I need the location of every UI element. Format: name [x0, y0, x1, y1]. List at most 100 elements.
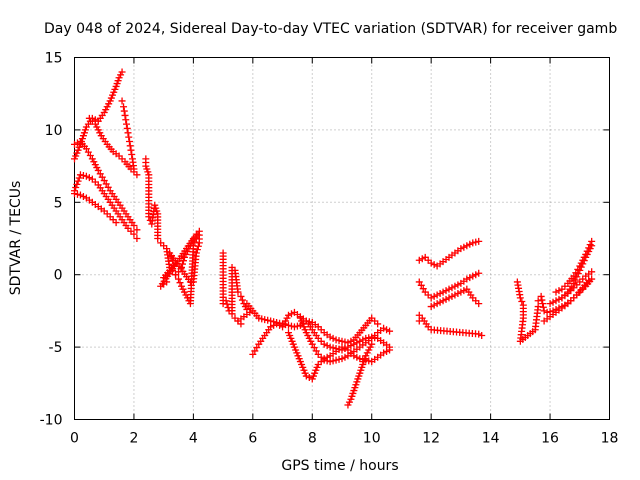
y-tick-labels: -10 -5 0 5 10 15: [40, 51, 63, 429]
series-track-18: [558, 242, 596, 302]
data-point: [178, 263, 185, 271]
chart-title: Day 048 of 2024, Sidereal Day-to-day VTE…: [44, 21, 617, 37]
data-point: [166, 249, 174, 257]
series-track-6: [118, 97, 138, 173]
y-tick-label: 15: [45, 51, 63, 67]
data-point: [222, 297, 230, 305]
data-point: [126, 142, 134, 150]
data-point: [386, 327, 394, 335]
data-point: [175, 275, 183, 283]
data-point: [374, 320, 382, 328]
series-track-3: [85, 114, 141, 179]
y-tick-label: 10: [45, 123, 63, 139]
data-point: [576, 266, 584, 274]
series-track-9: [285, 329, 394, 383]
data-point: [238, 296, 246, 304]
data-point: [120, 103, 128, 111]
series-track-12: [415, 237, 483, 270]
data-point: [579, 260, 587, 268]
data-point: [74, 177, 82, 185]
series-track-1: [71, 137, 141, 234]
x-tick-label: 18: [601, 431, 619, 447]
plot-frame: [74, 57, 610, 420]
series-track-19: [543, 276, 593, 316]
x-tick-label: 0: [70, 431, 79, 447]
series-track-4: [71, 171, 141, 242]
x-tick-label: 16: [541, 431, 559, 447]
x-tick-label: 12: [422, 431, 440, 447]
x-tick-label: 8: [308, 431, 317, 447]
data-point: [123, 120, 131, 128]
data-point: [516, 294, 524, 302]
x-tick-labels: 0 2 4 6 8 10 12 14 16 18: [70, 431, 618, 447]
data-point: [537, 292, 545, 300]
y-axis-label: SDTVAR / TECUs: [8, 181, 24, 296]
data-point: [130, 230, 138, 238]
data-point: [127, 146, 135, 154]
x-tick-label: 2: [129, 431, 138, 447]
series-track-14: [427, 285, 483, 311]
data-point: [130, 221, 138, 229]
y-tick-label: 5: [54, 195, 63, 211]
data-point: [571, 276, 579, 284]
series-track-11: [344, 340, 376, 409]
data-point: [130, 165, 138, 173]
data-point: [574, 270, 582, 278]
data-point: [534, 297, 542, 305]
data-point: [124, 129, 132, 137]
x-tick-label: 10: [363, 431, 381, 447]
data-point: [538, 296, 546, 304]
data-point: [118, 97, 126, 105]
data-point: [475, 269, 483, 277]
y-tick-label: -5: [49, 340, 63, 356]
data-point: [72, 184, 80, 192]
data-point: [167, 253, 175, 261]
data-points: [71, 68, 596, 409]
series-scatter-4to6: [219, 249, 254, 328]
data-point: [125, 133, 133, 141]
x-tick-label: 14: [482, 431, 500, 447]
data-point: [180, 253, 188, 261]
data-point: [133, 226, 141, 234]
data-point: [194, 242, 202, 250]
data-point: [112, 219, 120, 227]
data-point: [585, 276, 593, 284]
series-scatter-2to4: [142, 155, 203, 308]
data-point: [120, 107, 128, 115]
data-point: [176, 279, 184, 287]
data-point: [145, 213, 153, 221]
x-tick-label: 4: [189, 431, 198, 447]
data-point: [154, 235, 162, 242]
data-point: [588, 242, 596, 250]
data-point: [368, 340, 376, 348]
data-point: [475, 300, 483, 308]
y-tick-label: -10: [40, 413, 63, 429]
data-point: [539, 300, 547, 308]
series-scatter-12to14: [415, 311, 486, 340]
data-point: [475, 237, 483, 245]
axis-ticks: [74, 57, 610, 420]
data-point: [75, 174, 83, 182]
data-point: [577, 263, 585, 271]
data-point: [73, 180, 81, 188]
data-point: [133, 171, 141, 179]
data-point: [234, 288, 242, 296]
data-point: [128, 151, 136, 159]
data-point: [573, 273, 581, 281]
data-point: [580, 257, 588, 265]
series-track-10: [296, 314, 394, 366]
series-track-13: [415, 269, 483, 302]
data-point: [588, 268, 596, 276]
series-track-2: [71, 68, 126, 163]
y-tick-label: 0: [54, 268, 63, 284]
data-point: [118, 68, 126, 76]
data-point: [121, 111, 129, 119]
data-point: [133, 235, 141, 242]
data-point: [179, 257, 187, 265]
x-axis-label: GPS time / hours: [281, 458, 398, 474]
data-point: [193, 246, 201, 254]
data-point: [518, 297, 526, 305]
data-point: [478, 332, 486, 340]
series-track-5: [71, 190, 120, 227]
data-point: [172, 271, 180, 279]
